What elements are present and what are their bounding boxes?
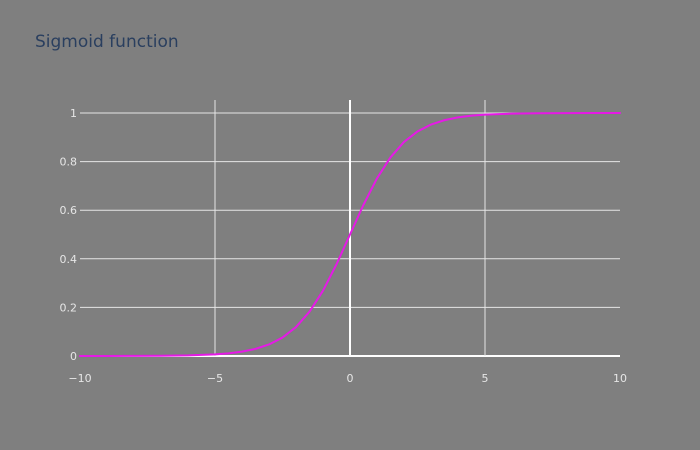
x-tick-label: 0: [347, 372, 354, 385]
x-tick-label: −10: [68, 372, 91, 385]
y-tick-label: 0.2: [60, 301, 78, 314]
tick-layer: 0 0.2 0.4 0.6 0.8 1 −10 −5 0 5 10: [60, 107, 628, 385]
y-tick-label: 0.4: [60, 253, 78, 266]
chart-title: Sigmoid function: [35, 32, 179, 52]
y-tick-label: 0: [70, 350, 77, 363]
series-layer: [79, 112, 621, 357]
x-tick-label: −5: [207, 372, 223, 385]
x-tick-label: 10: [613, 372, 627, 385]
y-tick-label: 0.8: [60, 156, 78, 169]
y-tick-label: 0.6: [60, 204, 78, 217]
y-tick-label: 1: [70, 107, 77, 120]
sigmoid-series-line: [79, 112, 621, 357]
grid-layer: [80, 100, 620, 357]
x-tick-label: 5: [482, 372, 489, 385]
